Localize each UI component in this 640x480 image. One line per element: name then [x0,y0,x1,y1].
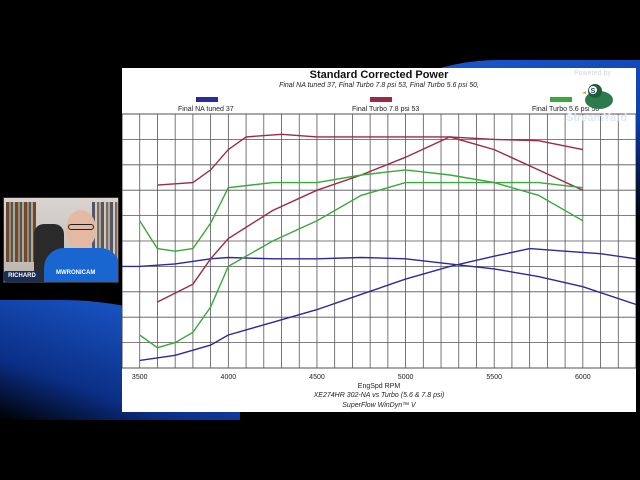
legend-swatch-1 [196,97,218,102]
svg-text:S: S [591,88,596,95]
powered-by-label: Powered by [574,70,611,77]
legend-label-3: Final Turbo 5.6 psi 50 [532,106,599,113]
stream-logo-text: StreamYard [566,112,628,124]
series-line-1 [122,256,636,306]
x-axis-label: EngSpd RPM [358,383,401,390]
chart-footer-software: SuperFlow WinDyn™ V [342,402,416,409]
series-line-6 [139,181,583,349]
series-line-4 [157,136,584,303]
x-tick-label: 6000 [575,374,591,381]
legend-swatch-2 [370,97,392,102]
shirt-text: MWRONICAM [56,270,96,276]
power-chart: 3500 4000 4500 5000 5500 6000 EngSpd RPM Final … [122,97,636,390]
presenter-shirt [44,248,118,282]
chart-panel: Standard Corrected Power Final NA tuned … [122,68,636,412]
x-tick-label: 3500 [132,374,148,381]
legend-label-2: Final Turbo 7.8 psi 53 [352,106,419,113]
series-line-5 [139,169,584,252]
legend-label-1: Final NA tuned 37 [178,106,234,113]
chart-footer-description: XE274HR 302-NA vs Turbo (5.6 & 7.8 psi) [313,392,445,399]
chart-title: Standard Corrected Power [309,69,449,81]
x-tick-label: 4000 [221,374,237,381]
x-tick-label: 4500 [309,374,325,381]
chart-subtitle: Final NA tuned 37, Final Turbo 7.8 psi 5… [279,82,479,89]
presenter-name-tag: RICHARD [4,271,40,282]
duck-logo-icon: S [582,84,613,109]
x-tick-label: 5000 [398,374,414,381]
x-tick-label: 5500 [486,374,502,381]
presenter-glasses [68,224,94,230]
bookshelf-left [6,202,36,262]
webcam-feed: MWRONICAM [3,197,119,283]
series-line-3 [157,133,583,186]
legend-swatch-3 [550,97,572,102]
series-line-2 [139,247,636,362]
